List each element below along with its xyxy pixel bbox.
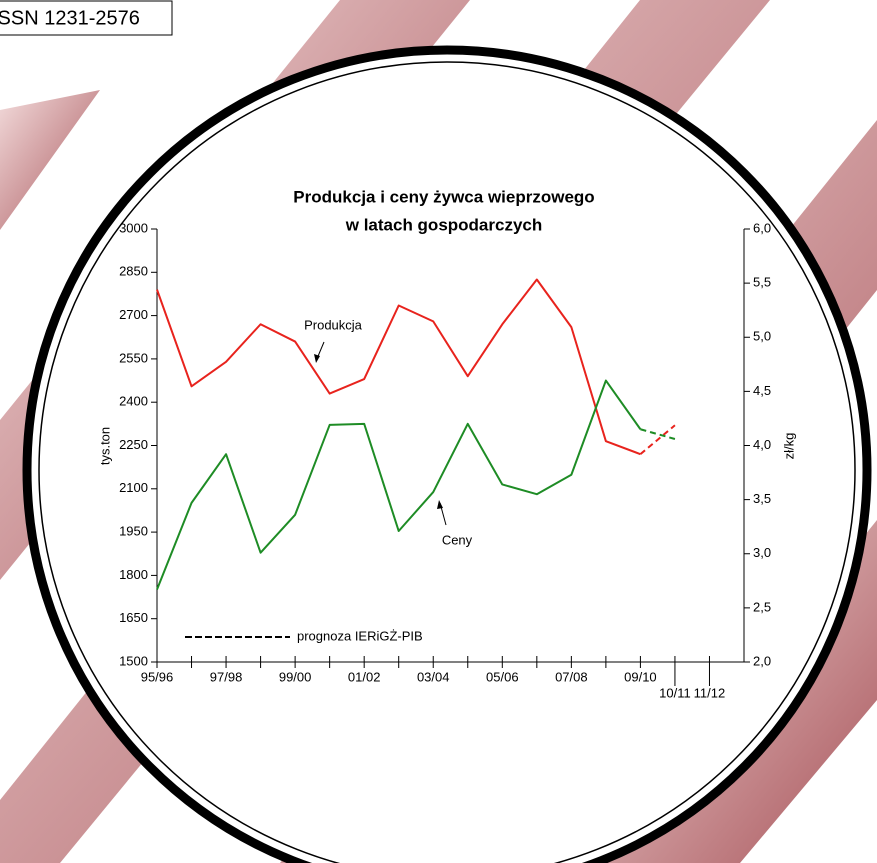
- x-tick-label: 01/02: [348, 669, 381, 684]
- x-tick-label: 10/11: [659, 685, 691, 700]
- y-tick-label: 2850: [119, 264, 148, 279]
- y2-axis-label: zł/kg: [781, 433, 796, 460]
- frame-circle: [22, 45, 872, 863]
- x-tick-label: 95/96: [141, 669, 174, 684]
- chart-title: w latach gospodarczych: [345, 215, 543, 234]
- series-line: [640, 428, 676, 440]
- y-tick-label: 2250: [119, 437, 148, 452]
- y-tick-label: 1500: [119, 653, 148, 668]
- x-tick-label: 05/06: [486, 669, 519, 684]
- x-tick-label: 09/10: [624, 669, 657, 684]
- y-tick-label: 1800: [119, 567, 148, 582]
- y2-tick-label: 5,5: [753, 275, 771, 290]
- issn-box: [0, 0, 173, 36]
- series-line: [156, 379, 642, 590]
- y2-tick-label: 5,0: [753, 329, 771, 344]
- y-tick-label: 2100: [119, 480, 148, 495]
- issn: ISSN 1231-2576: [0, 7, 140, 29]
- y2-tick-label: 3,5: [753, 491, 771, 506]
- annotation: Ceny: [442, 532, 473, 547]
- arrowhead: [437, 500, 443, 509]
- y-tick-label: 2700: [119, 307, 148, 322]
- series-line: [639, 424, 676, 455]
- y2-tick-label: 2,0: [753, 653, 771, 668]
- x-tick-label: 03/04: [417, 669, 450, 684]
- y-axis-label: tys.ton: [97, 427, 112, 465]
- series-line: [156, 278, 641, 456]
- y-tick-label: 1650: [119, 610, 148, 625]
- y2-tick-label: 6,0: [753, 220, 771, 235]
- x-tick-label: 99/00: [279, 669, 312, 684]
- x-tick-label: 97/98: [210, 669, 243, 684]
- x-tick-label: 07/08: [555, 669, 588, 684]
- arrowhead: [314, 354, 320, 363]
- y2-tick-label: 4,5: [753, 383, 771, 398]
- y-tick-label: 2550: [119, 350, 148, 365]
- frame-circle-inner: [38, 61, 856, 863]
- y2-tick-label: 2,5: [753, 599, 771, 614]
- legend-label: prognoza IERiGŻ-PIB: [297, 628, 423, 643]
- x-tick-label: 11/12: [694, 685, 726, 700]
- y2-tick-label: 3,0: [753, 545, 771, 560]
- y-tick-label: 3000: [119, 220, 148, 235]
- y2-tick-label: 4,0: [753, 437, 771, 452]
- y-tick-label: 2400: [119, 394, 148, 409]
- chart-title: Produkcja i ceny żywca wieprzowego: [293, 187, 594, 206]
- y-tick-label: 1950: [119, 524, 148, 539]
- annotation: Produkcja: [304, 317, 363, 332]
